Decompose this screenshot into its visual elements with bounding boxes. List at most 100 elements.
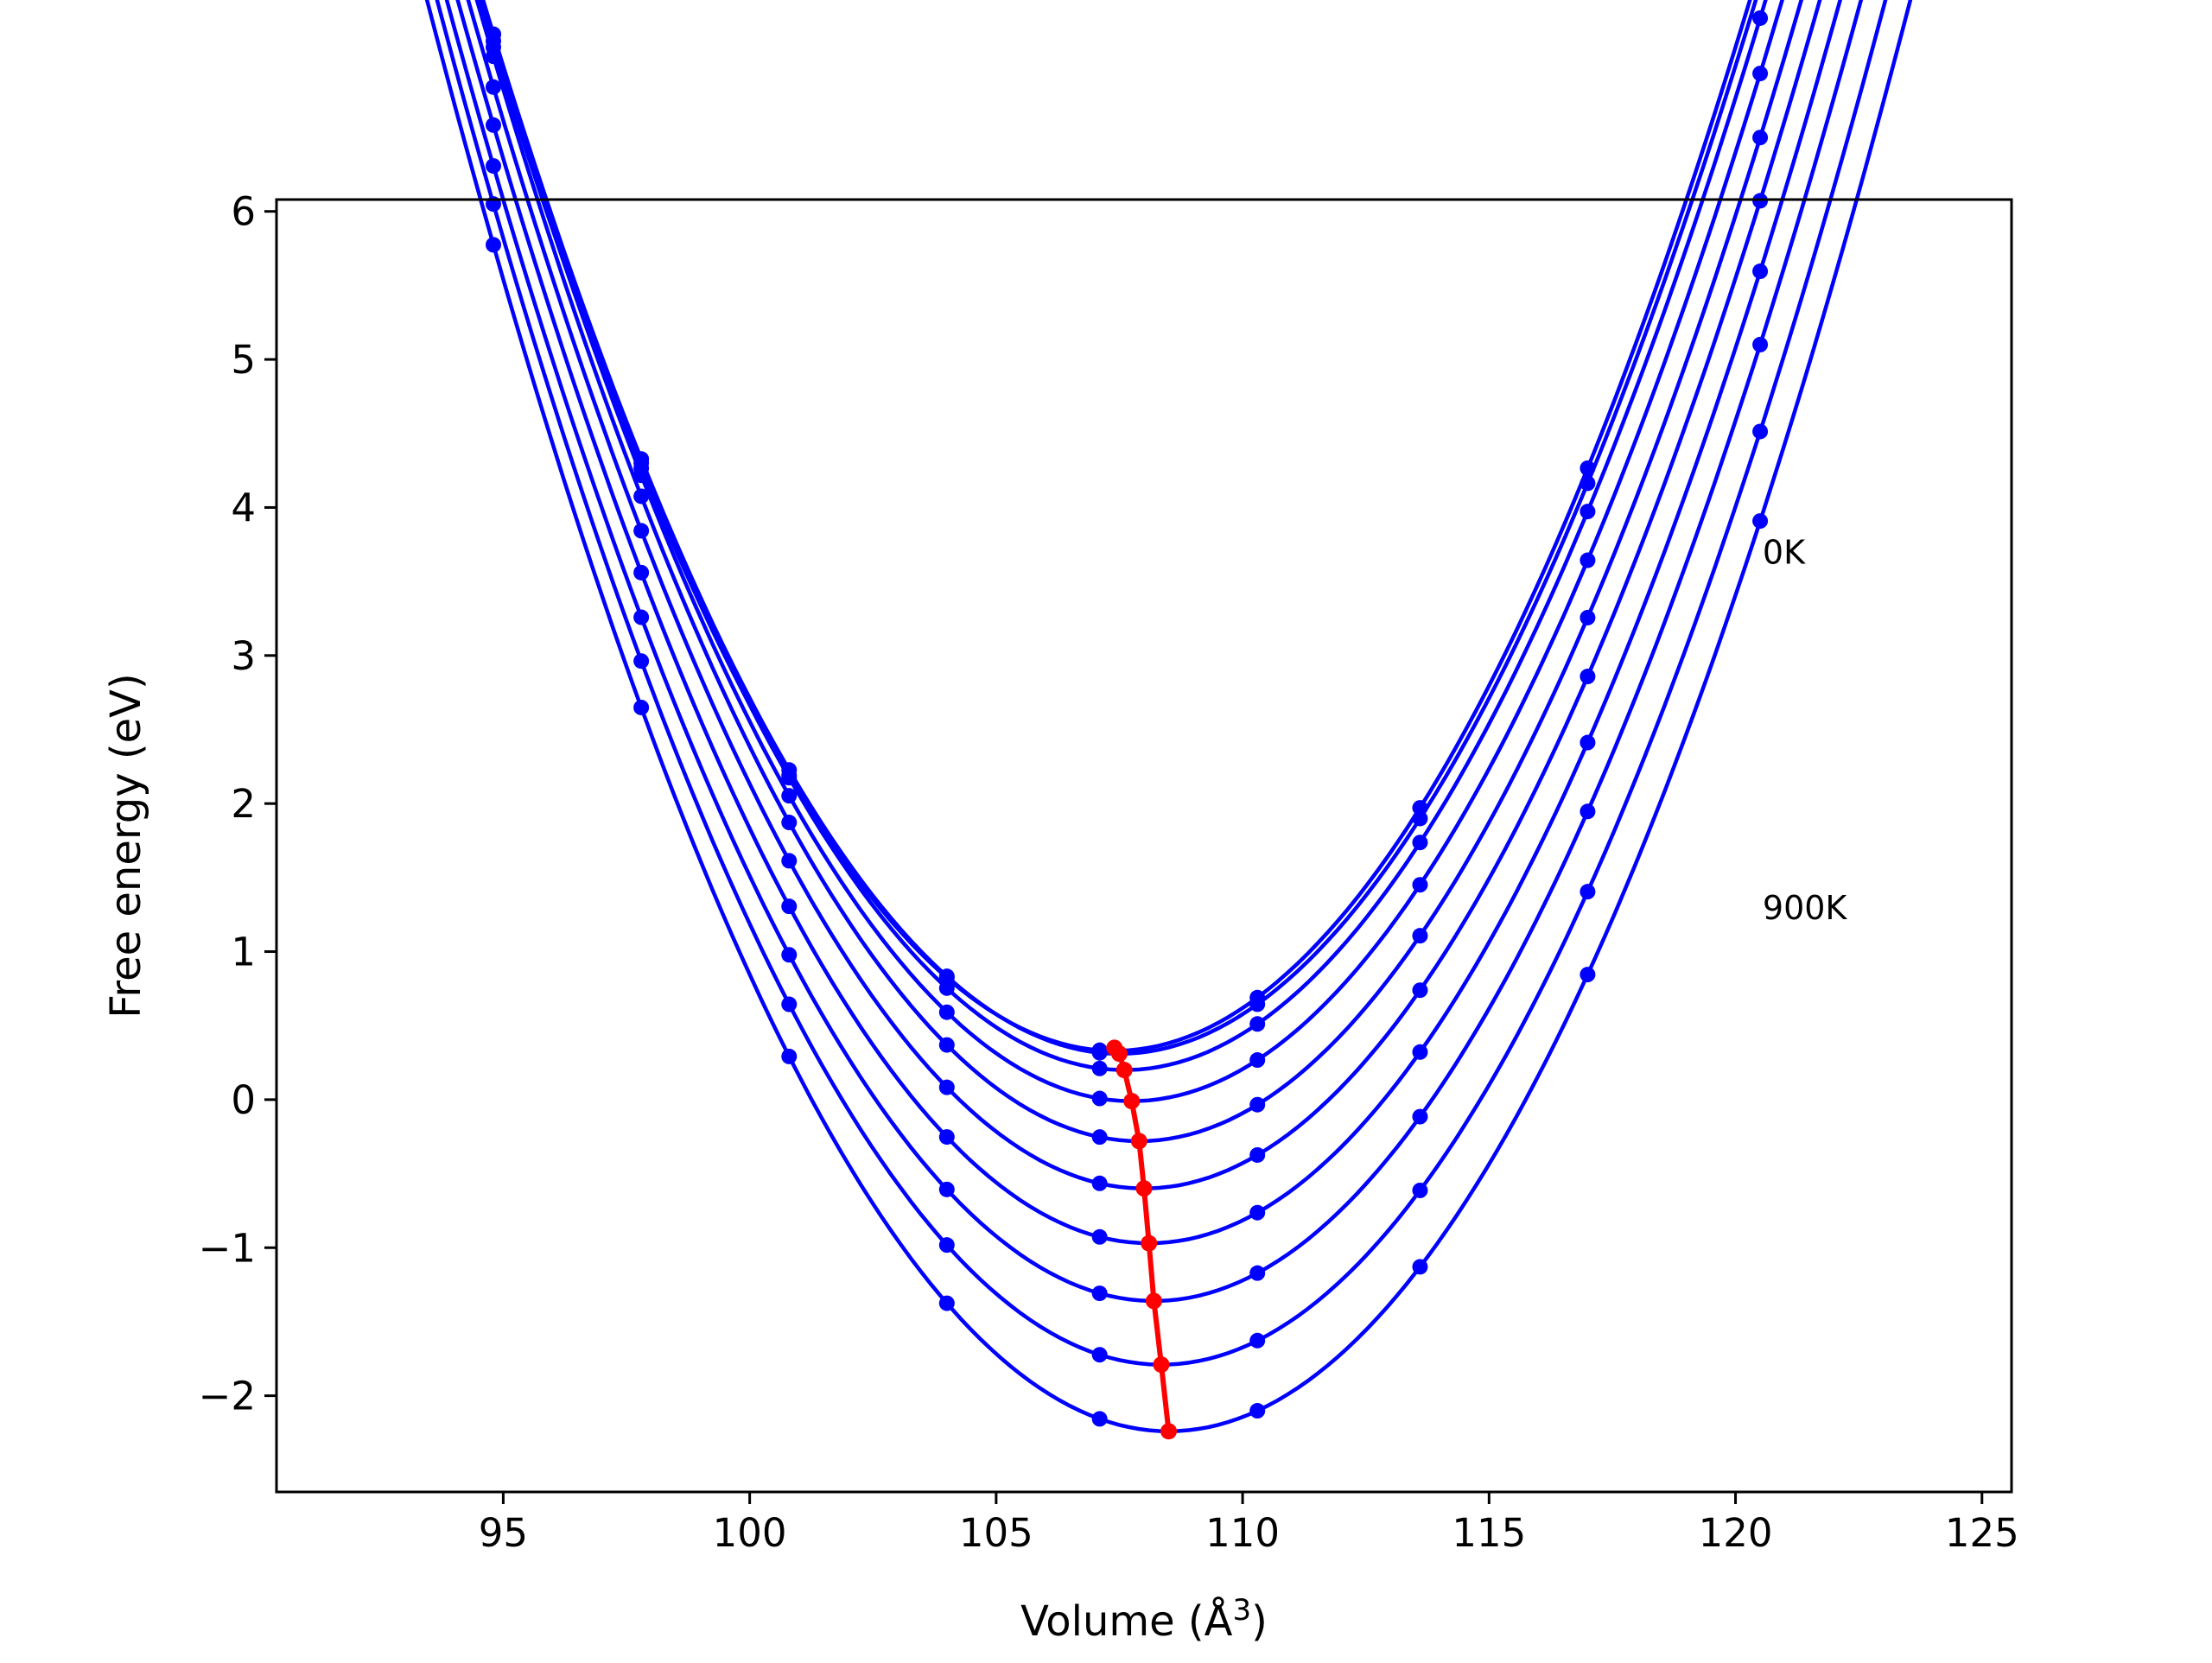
data-point-800K (1249, 1332, 1266, 1349)
x-tick-label: 125 (1945, 1510, 2019, 1556)
plot-area-frame (275, 198, 2013, 1494)
y-tick-label: −1 (199, 1225, 256, 1271)
data-point-300K (1580, 552, 1596, 568)
data-point-500K (781, 853, 798, 869)
data-point-900K (486, 237, 501, 253)
data-point-800K (633, 653, 650, 670)
y-axis-label: Free energy (eV) (102, 673, 150, 1018)
minimum-point (1141, 1235, 1158, 1252)
annotations-group: 0K 900K (1763, 534, 1848, 927)
data-point-700K (1752, 336, 1769, 352)
minimum-point (1145, 1292, 1162, 1310)
data-point-600K (781, 898, 798, 915)
series-line-900K (424, 0, 1913, 1433)
minimum-point (1123, 1093, 1141, 1110)
data-point-900K (1580, 967, 1596, 983)
data-point-400K (938, 1037, 955, 1053)
data-point-100K (1091, 1044, 1108, 1061)
data-point-300K (1412, 877, 1428, 893)
data-point-700K (781, 947, 798, 963)
data-point-800K (1091, 1347, 1108, 1363)
data-point-400K (781, 815, 798, 831)
x-tick-label: 120 (1699, 1510, 1773, 1556)
data-point-500K (1249, 1146, 1266, 1163)
data-point-200K (938, 980, 955, 996)
data-point-900K (1412, 1259, 1428, 1275)
data-point-500K (938, 1079, 955, 1095)
y-tick-label: −2 (199, 1374, 256, 1419)
data-point-600K (486, 117, 501, 133)
data-point-400K (633, 488, 650, 505)
data-point-800K (1412, 1182, 1428, 1198)
data-point-200K (1580, 504, 1596, 520)
data-point-200K (1752, 10, 1769, 26)
y-tick-label: 3 (231, 633, 256, 679)
data-point-400K (1412, 928, 1428, 944)
data-point-900K (1091, 1411, 1108, 1427)
data-point-900K (1249, 1403, 1266, 1419)
data-point-700K (1412, 1108, 1428, 1125)
series-line-200K (480, 0, 1768, 1072)
minimum-point (1160, 1423, 1178, 1440)
data-point-300K (938, 1004, 955, 1020)
data-point-700K (633, 609, 650, 625)
y-axis-ticks: −2 −1 0 1 2 3 4 5 6 (199, 189, 276, 1419)
data-point-300K (1091, 1090, 1108, 1107)
data-point-500K (633, 523, 650, 539)
data-point-200K (781, 770, 798, 786)
minimum-line (1112, 1045, 1172, 1432)
data-point-700K (1580, 803, 1596, 820)
data-point-400K (1752, 130, 1769, 146)
y-tick-label: 6 (231, 189, 256, 235)
x-tick-label: 115 (1452, 1510, 1526, 1556)
data-point-600K (1249, 1204, 1266, 1221)
y-tick-label: 5 (231, 337, 256, 383)
x-tick-label: 100 (713, 1510, 787, 1556)
data-point-100K (1580, 475, 1596, 492)
x-tick-label: 95 (479, 1510, 528, 1556)
data-point-500K (1091, 1175, 1108, 1191)
minimum-point (1153, 1356, 1170, 1374)
y-tick-label: 0 (231, 1077, 256, 1123)
minimum-point (1130, 1133, 1147, 1150)
data-point-400K (486, 48, 501, 65)
x-tick-label: 110 (1205, 1510, 1280, 1556)
data-point-400K (1249, 1096, 1266, 1113)
series-line-800K (435, 0, 1888, 1367)
data-point-900K (781, 1048, 798, 1064)
x-tick-label: 105 (959, 1510, 1033, 1556)
data-point-600K (633, 564, 650, 581)
data-point-300K (633, 467, 650, 484)
data-point-400K (1091, 1129, 1108, 1146)
data-point-700K (1249, 1265, 1266, 1281)
minimum-point (1135, 1180, 1153, 1197)
data-point-300K (781, 788, 798, 804)
data-point-300K (486, 33, 501, 49)
data-point-600K (1091, 1228, 1108, 1245)
data-point-800K (1752, 423, 1769, 440)
data-point-800K (1580, 884, 1596, 900)
series-line-700K (444, 0, 1864, 1304)
x-axis-label: Volume (Å3) (1020, 1593, 1268, 1646)
data-point-700K (1091, 1285, 1108, 1302)
annotation-label: 900K (1763, 889, 1848, 927)
x-axis-ticks: 95 100 105 110 115 120 125 (479, 1492, 2019, 1556)
annotation-label: 0K (1763, 534, 1806, 572)
markers-group (486, 10, 1769, 1427)
minimum-point (1110, 1045, 1128, 1063)
data-point-200K (1412, 835, 1428, 851)
data-point-100K (1412, 810, 1428, 827)
data-point-900K (938, 1295, 955, 1311)
data-point-900K (633, 699, 650, 715)
data-point-200K (1249, 1016, 1266, 1032)
data-point-900K (1752, 513, 1769, 530)
data-point-600K (1752, 263, 1769, 280)
data-point-400K (1580, 609, 1596, 625)
data-point-600K (1412, 1044, 1428, 1060)
data-point-500K (486, 79, 501, 95)
data-point-0K (1580, 460, 1596, 476)
data-point-500K (1580, 669, 1596, 685)
